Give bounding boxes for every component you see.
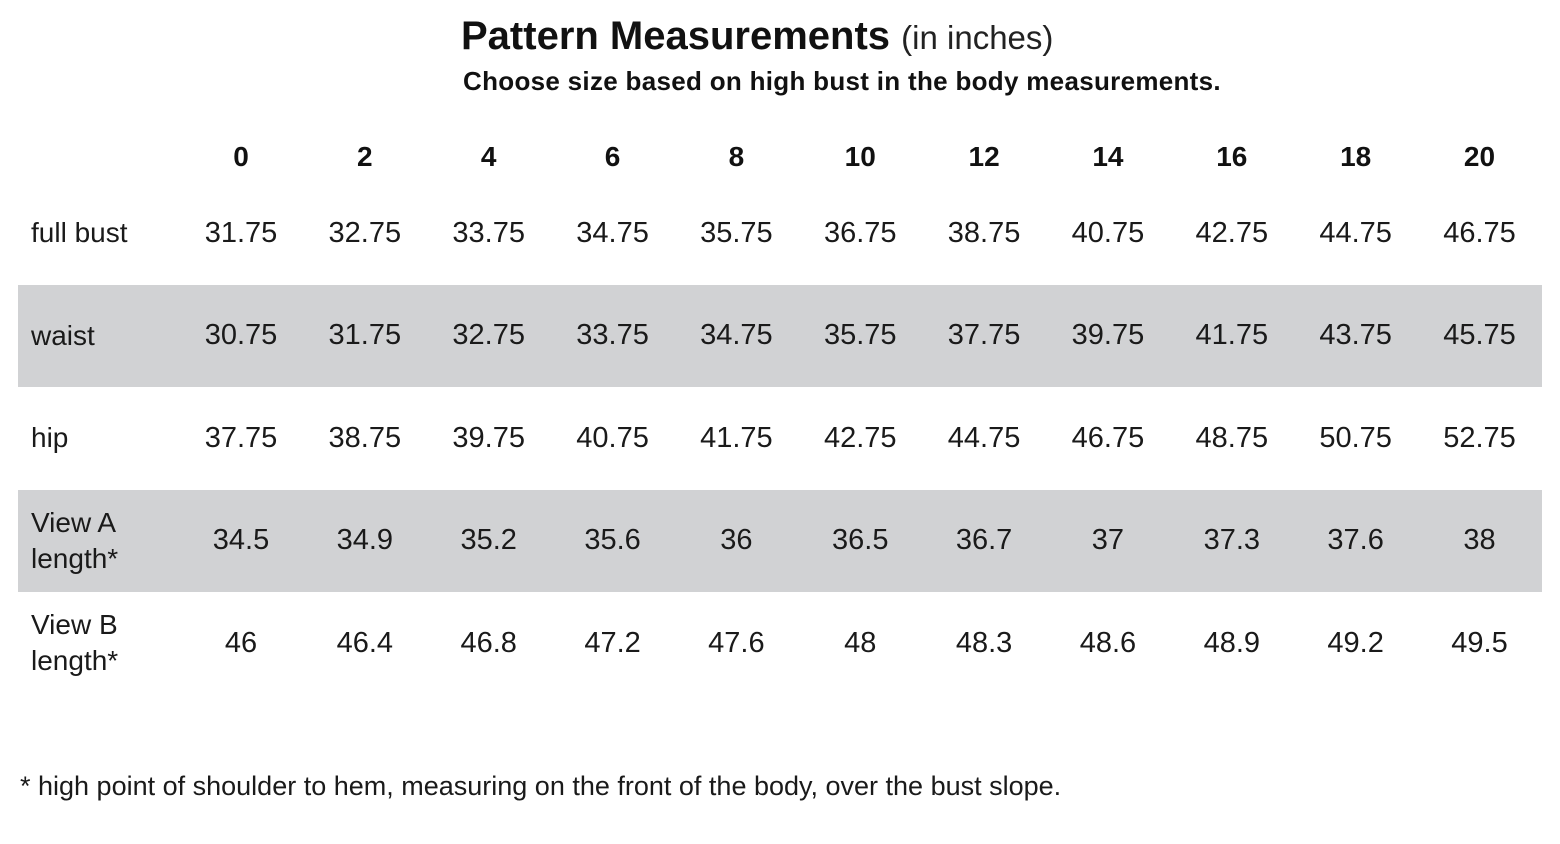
table-cell: 33.75 [452, 216, 525, 249]
table-cell: 31.75 [204, 216, 278, 249]
size-header-cell: 2 [357, 141, 373, 172]
size-header-cell: 12 [968, 141, 1000, 172]
table-cell: 47.6 [708, 626, 765, 659]
table-cell: 35.2 [460, 524, 517, 557]
table-cell: 48 [844, 626, 877, 659]
table-row: View A length* 34.5 34.9 35.2 35.6 36 36.5 36.7… [18, 489, 1542, 592]
table-cell: 46 [224, 626, 258, 659]
table-cell: 48.3 [955, 626, 1013, 659]
table-cell: 34.75 [576, 216, 649, 249]
row-label: hip [31, 422, 69, 454]
table-cell: 48.75 [1195, 421, 1269, 454]
table-cell: 50.75 [1319, 421, 1392, 454]
table-cell: 42.75 [823, 421, 897, 454]
size-header-row: 0 2 4 6 8 10 12 14 16 18 20 [18, 132, 1542, 182]
table-cell: 31.75 [328, 319, 402, 352]
table-cell: 30.75 [204, 319, 278, 352]
table-cell: 36.5 [832, 524, 889, 557]
table-cell: 38.75 [328, 421, 402, 454]
size-header-cell: 14 [1092, 141, 1124, 172]
title-unit: (in inches) [901, 19, 1054, 56]
table-cell: 42.75 [1195, 216, 1269, 249]
row-label: View A length* [31, 506, 119, 574]
table-cell: 39.75 [1071, 319, 1145, 352]
table-row: View B length* 46 46.4 46.8 47.2 47.6 48 48.3 48… [18, 592, 1542, 695]
table-cell: 34.9 [336, 524, 394, 557]
table-row: waist 30.75 31.75 32.75 33.75 34.75 35.75 37.75… [18, 284, 1542, 387]
table-cell: 41.75 [1195, 319, 1269, 352]
table-cell: 37.6 [1327, 524, 1384, 557]
table-cell: 49.2 [1327, 626, 1384, 659]
table-cell: 37.3 [1203, 524, 1261, 557]
table-cell: 46.75 [1071, 421, 1145, 454]
table-cell: 36.7 [955, 524, 1013, 557]
footnote: * high point of shoulder to hem, measuri… [20, 771, 1062, 801]
table-cell: 32.75 [452, 319, 525, 352]
table-cell: 49.5 [1451, 626, 1508, 659]
size-header-cell: 8 [728, 141, 745, 172]
table-cell: 52.75 [1443, 421, 1516, 454]
table-cell: 45.75 [1443, 319, 1516, 352]
table-cell: 46.4 [336, 626, 394, 659]
table-cell: 46.75 [1443, 216, 1516, 249]
table-cell: 34.75 [700, 319, 773, 352]
table-cell: 40.75 [576, 421, 649, 454]
table-cell: 40.75 [1071, 216, 1145, 249]
size-header-cell: 16 [1216, 141, 1248, 172]
row-label: waist [31, 319, 95, 351]
table-cell: 48.6 [1079, 626, 1137, 659]
size-header-cell: 10 [844, 141, 876, 172]
table-cell: 43.75 [1319, 319, 1392, 352]
table-cell: 36.75 [823, 216, 897, 249]
size-header-cell: 4 [480, 141, 497, 172]
size-header-cell: 18 [1340, 141, 1372, 172]
table-cell: 44.75 [1319, 216, 1392, 249]
table-cell: 44.75 [947, 421, 1021, 454]
table-cell: 34.5 [212, 524, 270, 557]
table-cell: 37.75 [204, 421, 278, 454]
row-label: full bust [31, 217, 128, 249]
table-cell: 35.75 [823, 319, 897, 352]
table-cell: 39.75 [452, 421, 525, 454]
table-cell: 38.75 [947, 216, 1021, 249]
measurements-table: full bust 31.75 32.75 33.75 34.75 35.75 36.75 3… [18, 182, 1542, 695]
table-cell: 41.75 [700, 421, 773, 454]
table-cell: 46.8 [460, 626, 517, 659]
table-cell: 48.9 [1203, 626, 1261, 659]
page-subtitle: Choose size based on high bust in the bo… [463, 66, 1221, 96]
table-cell: 33.75 [576, 319, 649, 352]
title-main: Pattern Measurements [461, 14, 891, 58]
table-row: hip 37.75 38.75 39.75 40.75 41.75 42.75 44.75 46… [18, 387, 1542, 490]
table-cell: 35.75 [700, 216, 773, 249]
table-cell: 38 [1463, 524, 1496, 557]
table-cell: 35.6 [584, 524, 641, 557]
title-block: Pattern Measurements (in inches) Choose … [461, 12, 1461, 98]
size-header-cell: 20 [1463, 141, 1496, 172]
table-row: full bust 31.75 32.75 33.75 34.75 35.75 36.75 3… [18, 182, 1542, 285]
table-cell: 37 [1091, 524, 1125, 557]
table-cell: 32.75 [328, 216, 402, 249]
size-header-cell: 6 [604, 141, 621, 172]
table-cell: 47.2 [584, 626, 641, 659]
page-title: Pattern Measurements (in inches) [461, 12, 1461, 62]
table-cell: 37.75 [947, 319, 1021, 352]
table-cell: 36 [720, 524, 753, 557]
size-header-cell: 0 [233, 141, 249, 172]
row-label: View B length* [31, 609, 119, 677]
